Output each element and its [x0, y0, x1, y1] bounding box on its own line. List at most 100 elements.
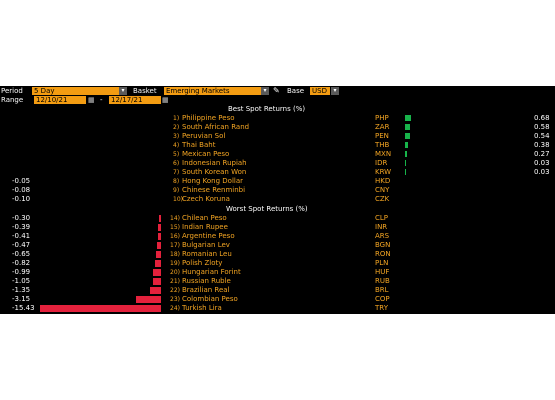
base-field[interactable]: USD: [310, 87, 330, 95]
period-field[interactable]: 5 Day: [32, 87, 122, 95]
currency-code: TRY: [375, 304, 388, 312]
currency-name[interactable]: Argentine Peso: [182, 232, 235, 240]
row-rank: 21): [170, 278, 180, 285]
negative-return-bar: [158, 233, 161, 240]
currency-name[interactable]: Philippine Peso: [182, 114, 235, 122]
row-rank: 14): [170, 215, 180, 222]
negative-return-bar: [159, 215, 161, 222]
row-rank: 10): [173, 196, 183, 203]
row-rank: 7): [173, 169, 180, 176]
positive-return-bar: [405, 142, 408, 148]
currency-name[interactable]: Hungarian Forint: [182, 268, 241, 276]
period-label: Period: [1, 87, 23, 95]
return-value: -0.10: [12, 195, 31, 203]
currency-name[interactable]: Czech Koruna: [182, 195, 230, 203]
base-label: Base: [287, 87, 305, 95]
row-rank: 2): [173, 124, 180, 131]
negative-return-bar: [153, 278, 161, 285]
range-end-field[interactable]: 12/17/21: [109, 96, 161, 104]
negative-return-bar: [153, 269, 161, 276]
calendar-icon[interactable]: ▦: [88, 96, 95, 104]
row-rank: 1): [173, 115, 180, 122]
currency-code: HUF: [375, 268, 390, 276]
currency-name[interactable]: Mexican Peso: [182, 150, 230, 158]
return-value: -0.47: [12, 241, 31, 249]
range-label: Range: [1, 96, 24, 104]
currency-code: BGN: [375, 241, 391, 249]
currency-name[interactable]: South Korean Won: [182, 168, 247, 176]
currency-code: PHP: [375, 114, 389, 122]
positive-return-bar: [405, 160, 406, 166]
currency-name[interactable]: Chilean Peso: [182, 214, 227, 222]
row-rank: 15): [170, 224, 180, 231]
return-value: 0.68: [534, 114, 550, 122]
currency-code: KRW: [375, 168, 392, 176]
currency-code: CZK: [375, 195, 390, 203]
return-value: -0.99: [12, 268, 31, 276]
return-value: -0.41: [12, 232, 31, 240]
return-value: -0.05: [12, 177, 31, 185]
currency-code: PEN: [375, 132, 389, 140]
currency-code: ZAR: [375, 123, 390, 131]
return-value: 0.58: [534, 123, 550, 131]
positive-return-bar: [405, 133, 410, 139]
negative-return-bar: [156, 251, 161, 258]
currency-code: CLP: [375, 214, 389, 222]
currency-name[interactable]: Hong Kong Dollar: [182, 177, 244, 185]
currency-name[interactable]: Turkish Lira: [182, 304, 222, 312]
currency-name[interactable]: Chinese Renminbi: [182, 186, 246, 194]
basket-field[interactable]: Emerging Markets: [164, 87, 262, 95]
currency-code: CNY: [375, 186, 390, 194]
basket-label: Basket: [133, 87, 157, 95]
currency-name[interactable]: Peruvian Sol: [182, 132, 226, 140]
currency-code: MXN: [375, 150, 392, 158]
currency-name[interactable]: Indonesian Rupiah: [182, 159, 247, 167]
return-value: -0.08: [12, 186, 31, 194]
currency-name[interactable]: Romanian Leu: [182, 250, 232, 258]
negative-return-bar: [136, 296, 161, 303]
currency-code: THB: [375, 141, 390, 149]
currency-name[interactable]: South African Rand: [182, 123, 250, 131]
calendar-icon[interactable]: ▦: [162, 96, 169, 104]
currency-code: HKD: [375, 177, 391, 185]
currency-name[interactable]: Bulgarian Lev: [182, 241, 230, 249]
row-rank: 3): [173, 133, 180, 140]
currency-name[interactable]: Polish Zloty: [182, 259, 223, 267]
row-rank: 16): [170, 233, 180, 240]
currency-name[interactable]: Indian Rupee: [182, 223, 228, 231]
return-value: -1.35: [12, 286, 31, 294]
row-rank: 6): [173, 160, 180, 167]
currency-name[interactable]: Russian Ruble: [182, 277, 231, 285]
positive-return-bar: [405, 115, 411, 121]
return-value: 0.54: [534, 132, 550, 140]
return-value: -0.30: [12, 214, 31, 222]
currency-code: IDR: [375, 159, 388, 167]
basket-dropdown-icon[interactable]: ▾: [261, 87, 269, 95]
negative-return-bar: [158, 224, 161, 231]
row-rank: 23): [170, 296, 180, 303]
range-start-field[interactable]: 12/10/21: [34, 96, 86, 104]
positive-return-bar: [405, 169, 406, 175]
pencil-icon[interactable]: ✎: [273, 86, 280, 95]
positive-return-bar: [405, 124, 410, 130]
currency-code: RON: [375, 250, 391, 258]
best-returns-header: Best Spot Returns (%): [228, 105, 306, 113]
row-rank: 19): [170, 260, 180, 267]
currency-code: COP: [375, 295, 390, 303]
range-separator: -: [100, 96, 103, 104]
row-rank: 20): [170, 269, 180, 276]
row-rank: 4): [173, 142, 180, 149]
fx-returns-panel: Period 5 Day ▾ Basket Emerging Markets ▾…: [0, 86, 555, 314]
negative-return-bar: [40, 305, 161, 312]
return-value: -0.82: [12, 259, 31, 267]
return-value: 0.27: [534, 150, 550, 158]
base-dropdown-icon[interactable]: ▾: [331, 87, 339, 95]
currency-name[interactable]: Thai Baht: [182, 141, 216, 149]
currency-name[interactable]: Colombian Peso: [182, 295, 238, 303]
worst-returns-header: Worst Spot Returns (%): [226, 205, 308, 213]
return-value: -0.65: [12, 250, 31, 258]
currency-name[interactable]: Brazilian Real: [182, 286, 230, 294]
period-dropdown-icon[interactable]: ▾: [119, 87, 127, 95]
currency-code: PLN: [375, 259, 389, 267]
currency-code: BRL: [375, 286, 389, 294]
